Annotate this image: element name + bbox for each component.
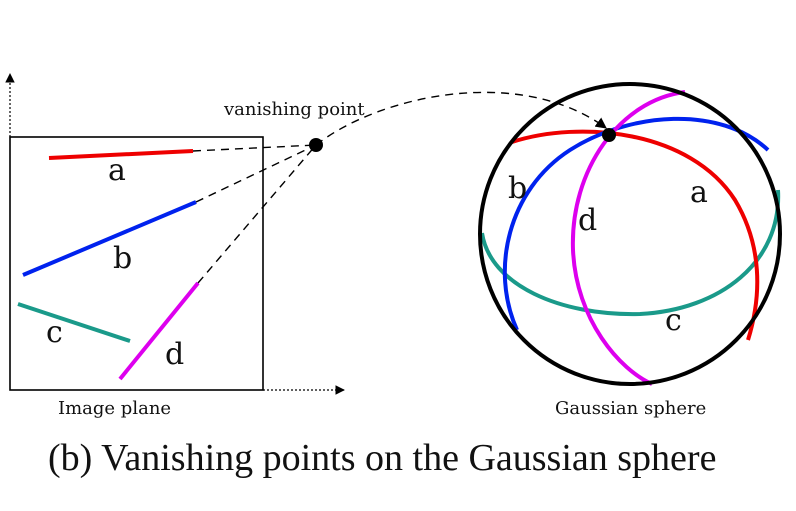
line-label-a: a bbox=[108, 153, 126, 188]
line-segment-b bbox=[22, 200, 197, 277]
great-circle-a bbox=[511, 129, 760, 341]
sphere-vanishing-point-dot bbox=[602, 128, 616, 142]
line-segment-d bbox=[118, 281, 200, 381]
line-label-c: c bbox=[46, 315, 63, 350]
figure-caption: (b) Vanishing points on the Gaussian sph… bbox=[48, 437, 716, 479]
great-circle-b bbox=[502, 116, 770, 331]
circle-label-a: a bbox=[690, 175, 708, 210]
line-segment-c bbox=[17, 302, 131, 343]
extension-b bbox=[195, 144, 317, 203]
gaussian-sphere-label: Gaussian sphere bbox=[555, 398, 706, 419]
line-label-d: d bbox=[165, 337, 184, 372]
mapping-arrow bbox=[315, 91, 607, 146]
vanishing-point-label: vanishing point bbox=[223, 99, 365, 120]
line-segment-a bbox=[48, 149, 194, 160]
gaussian-sphere-outline bbox=[478, 82, 782, 386]
line-label-b: b bbox=[113, 241, 132, 276]
circle-label-d: d bbox=[578, 203, 597, 238]
image-plane-box bbox=[9, 136, 264, 391]
great-circle-c bbox=[480, 189, 781, 317]
extension-a bbox=[192, 144, 317, 152]
circle-label-c: c bbox=[665, 303, 682, 338]
circle-label-b: b bbox=[508, 171, 527, 206]
extension-d bbox=[197, 144, 317, 284]
great-circle-d bbox=[570, 90, 686, 386]
image-plane-label: Image plane bbox=[58, 398, 171, 419]
